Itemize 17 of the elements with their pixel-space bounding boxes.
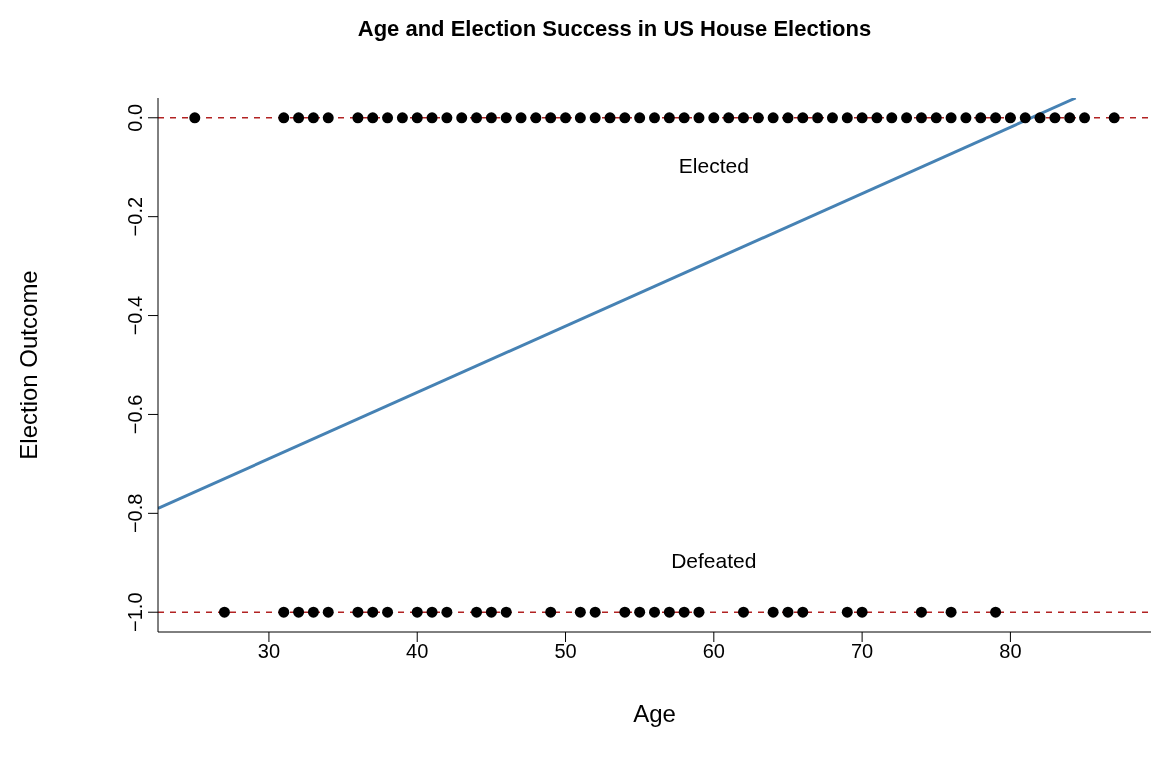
x-axis-title: Age bbox=[633, 700, 676, 727]
x-tick-label: 40 bbox=[406, 640, 429, 663]
x-tick-label: 70 bbox=[850, 640, 874, 663]
y-tick-label: −1.0 bbox=[124, 592, 146, 632]
x-tick-label: 50 bbox=[554, 640, 577, 663]
y-tick-label: −0.8 bbox=[124, 493, 146, 534]
y-tick-label: −0.6 bbox=[124, 394, 146, 435]
x-tick-label: 80 bbox=[999, 640, 1022, 663]
y-tick-label: 0.0 bbox=[124, 103, 146, 132]
y-axis-title: Election Outcome bbox=[14, 270, 42, 460]
y-tick-label: −0.2 bbox=[124, 196, 146, 237]
x-tick-label: 30 bbox=[257, 640, 281, 663]
x-tick-label: 60 bbox=[702, 640, 725, 663]
annotation: Elected bbox=[678, 153, 749, 177]
chart-title: Age and Election Success in US House Elections bbox=[356, 16, 873, 42]
y-tick-label: −0.4 bbox=[124, 295, 146, 336]
annotation: Defeated bbox=[671, 549, 757, 573]
